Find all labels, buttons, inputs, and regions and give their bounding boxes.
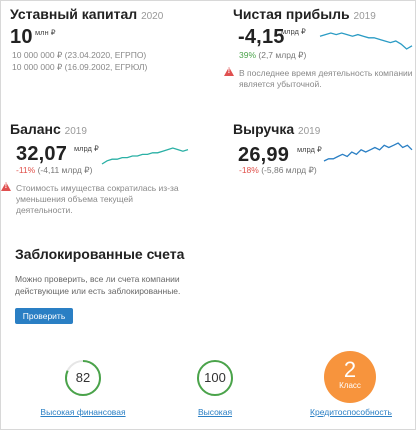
blocked-accounts-title: Заблокированные счета xyxy=(15,246,185,262)
revenue-title: Выручка 2019 xyxy=(233,121,321,137)
credit-class-value: 2 xyxy=(343,357,357,382)
revenue-unit: млрд ₽ xyxy=(297,145,322,154)
revenue-change-pct: -18% xyxy=(239,165,259,175)
profit-year: 2019 xyxy=(353,11,376,22)
revenue-sparkline xyxy=(323,142,413,162)
profit-value: -4,15 xyxy=(238,26,285,48)
balance-warning-icon xyxy=(1,182,11,191)
profit-change-pct: 39% xyxy=(239,50,257,60)
blocked-desc-line-1: Можно проверить, все ли счета компании xyxy=(15,274,180,284)
blocked-desc-line-2: действующие или есть заблокированные. xyxy=(15,286,181,296)
solvency-rating-value: 100 xyxy=(204,370,226,385)
profit-sparkline xyxy=(319,32,413,50)
revenue-value: 26,99 xyxy=(238,144,290,166)
credit-class-badge: 2 Класс xyxy=(324,351,376,403)
capital-line-1: 10 000 000 ₽ (23.04.2020, ЕГРПО) xyxy=(12,50,147,60)
capital-unit: млн ₽ xyxy=(35,28,56,37)
profit-change: 39% (2,7 млрд ₽) xyxy=(239,50,306,61)
check-button[interactable]: Проверить xyxy=(15,308,73,324)
capital-title: Уставный капитал 2020 xyxy=(10,6,164,22)
balance-change-abs: (-4,11 млрд ₽) xyxy=(37,165,93,175)
capital-value: 10 xyxy=(10,26,33,48)
profit-warning-text: В последнее время деятельность компании … xyxy=(239,68,413,89)
profit-title: Чистая прибыль 2019 xyxy=(233,6,376,22)
balance-title: Баланс 2019 xyxy=(10,121,87,137)
financial-rating-value: 82 xyxy=(75,370,91,385)
financial-rating-circle: 82 xyxy=(65,360,101,396)
revenue-year: 2019 xyxy=(298,126,321,137)
profit-change-abs: (2,7 млрд ₽) xyxy=(258,50,307,60)
balance-warning-text: Стоимость имущества сократилась из-за ум… xyxy=(16,183,179,215)
profit-warning-icon xyxy=(224,67,234,76)
creditworthiness-link[interactable]: Кредитоспособность xyxy=(310,407,392,417)
balance-change-pct: -11% xyxy=(16,165,36,175)
financial-rating-link[interactable]: Высокая финансовая xyxy=(40,407,126,417)
capital-line-2: 10 000 000 ₽ (16.09.2002, ЕГРЮЛ) xyxy=(12,62,148,72)
solvency-rating-link[interactable]: Высокая xyxy=(197,407,233,417)
balance-change: -11% (-4,11 млрд ₽) xyxy=(16,165,92,176)
balance-year: 2019 xyxy=(64,126,87,137)
revenue-change-abs: (-5,86 млрд ₽) xyxy=(261,165,317,175)
profit-unit: млрд ₽ xyxy=(281,27,306,36)
solvency-rating-circle: 100 xyxy=(197,360,233,396)
capital-year: 2020 xyxy=(141,11,164,22)
financial-rating-ring xyxy=(65,360,101,396)
balance-unit: млрд ₽ xyxy=(74,144,99,153)
revenue-change: -18% (-5,86 млрд ₽) xyxy=(239,165,317,176)
balance-value: 32,07 xyxy=(16,143,68,165)
balance-sparkline xyxy=(101,147,189,165)
credit-class-label: Класс xyxy=(339,381,361,390)
